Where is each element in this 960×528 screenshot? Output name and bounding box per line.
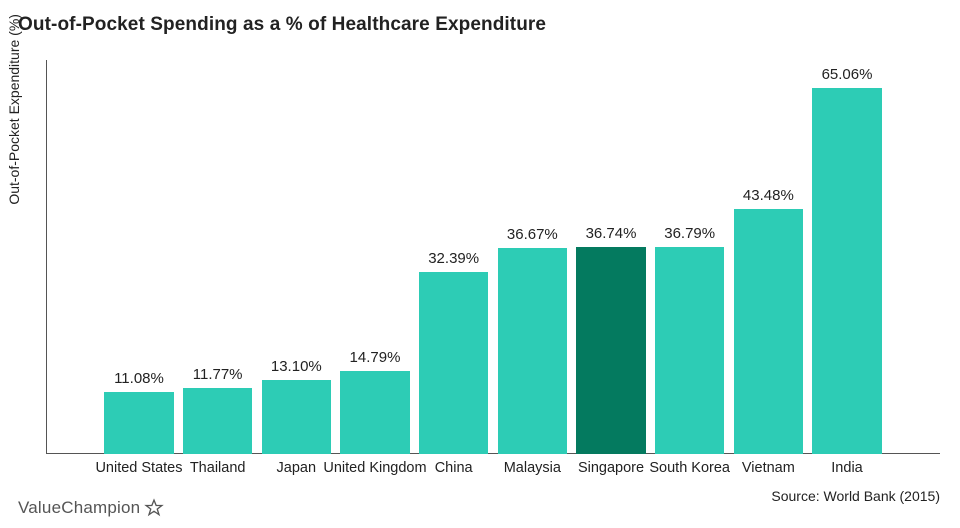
chart-footer: ValueChampion Source: World Bank (2015)	[18, 492, 940, 518]
x-tick-labels: United StatesThailandJapanUnited Kingdom…	[46, 460, 940, 480]
brand-text: ValueChampion	[18, 498, 140, 518]
bar: 14.79%	[340, 371, 409, 454]
bar: 36.67%	[498, 248, 567, 454]
bar-value-label: 36.67%	[498, 226, 567, 243]
bar-value-label: 36.74%	[576, 225, 645, 242]
x-tick-label: India	[787, 460, 907, 476]
bar: 32.39%	[419, 272, 488, 454]
bar-value-label: 14.79%	[340, 349, 409, 366]
bar: 11.08%	[104, 392, 173, 454]
bar-value-label: 32.39%	[419, 250, 488, 267]
brand-logo: ValueChampion	[18, 498, 164, 518]
bar-value-label: 11.08%	[104, 370, 173, 387]
bar: 13.10%	[262, 380, 331, 454]
bar-value-label: 65.06%	[812, 66, 881, 83]
bar: 36.74%	[576, 247, 645, 454]
plot-area: 11.08%11.77%13.10%14.79%32.39%36.67%36.7…	[46, 60, 940, 454]
bar: 65.06%	[812, 88, 881, 454]
bar: 11.77%	[183, 388, 252, 454]
star-icon	[144, 498, 164, 518]
bars-group: 11.08%11.77%13.10%14.79%32.39%36.67%36.7…	[46, 60, 940, 454]
bar: 43.48%	[734, 209, 803, 454]
bar-value-label: 11.77%	[183, 366, 252, 383]
bar-value-label: 13.10%	[262, 358, 331, 375]
bar: 36.79%	[655, 247, 724, 454]
y-axis-label: Out-of-Pocket Expenditure (%)	[6, 14, 22, 205]
chart-title: Out-of-Pocket Spending as a % of Healthc…	[18, 14, 546, 36]
source-text: Source: World Bank (2015)	[771, 488, 940, 504]
chart-container: Out-of-Pocket Spending as a % of Healthc…	[0, 0, 960, 528]
bar-value-label: 36.79%	[655, 225, 724, 242]
bar-value-label: 43.48%	[734, 187, 803, 204]
